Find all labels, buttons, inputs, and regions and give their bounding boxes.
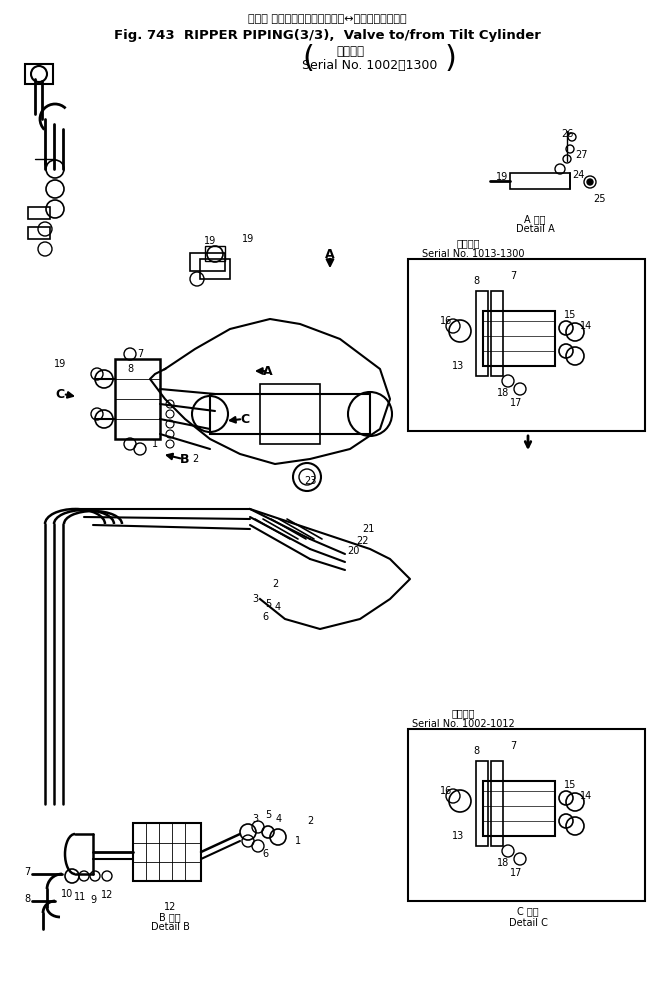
Text: 17: 17 [510, 868, 522, 878]
Text: B: B [180, 453, 190, 466]
Text: 適用号機: 適用号機 [336, 45, 364, 57]
Text: B 詳細: B 詳細 [159, 912, 181, 922]
Text: 27: 27 [576, 150, 588, 160]
Text: Fig. 743  RIPPER PIPING(3/3),  Valve to/from Tilt Cylinder: Fig. 743 RIPPER PIPING(3/3), Valve to/fr… [113, 29, 540, 42]
Text: 8: 8 [127, 364, 133, 374]
Text: 16: 16 [440, 786, 452, 796]
Bar [491, 761, 503, 846]
Text: Detail C: Detail C [508, 918, 548, 928]
Text: 9: 9 [90, 895, 96, 905]
Text: 3: 3 [252, 814, 258, 824]
Text: 12: 12 [101, 890, 113, 900]
Text: Detail B: Detail B [151, 922, 189, 932]
Text: 14: 14 [580, 321, 592, 331]
Text: 5: 5 [265, 599, 271, 609]
Text: 1: 1 [295, 836, 301, 846]
Text: 7: 7 [510, 271, 516, 281]
Text: 14: 14 [580, 791, 592, 801]
Text: 21: 21 [362, 524, 374, 534]
Text: 2: 2 [307, 816, 313, 826]
Text: A: A [263, 365, 273, 378]
Bar [491, 291, 503, 376]
Text: 26: 26 [561, 129, 573, 139]
Text: 24: 24 [572, 170, 584, 180]
Text: 15: 15 [564, 780, 576, 790]
Text: リッパ パイピング　　バルブ　↔　チルトシリンダ: リッパ パイピング バルブ ↔ チルトシリンダ [248, 14, 406, 24]
Text: 22: 22 [356, 536, 368, 546]
Text: 適用号機: 適用号機 [451, 708, 475, 718]
Bar [408, 259, 645, 431]
Bar [483, 311, 555, 366]
Bar [476, 291, 488, 376]
Text: 12: 12 [164, 902, 176, 912]
Text: A: A [325, 247, 335, 260]
Text: 2: 2 [272, 579, 278, 589]
Text: Serial No. 1013-1300: Serial No. 1013-1300 [422, 249, 524, 259]
Text: 4: 4 [275, 602, 281, 612]
Text: C: C [240, 412, 250, 425]
Text: Serial No. 1002～1300: Serial No. 1002～1300 [303, 58, 438, 71]
Text: 19: 19 [204, 236, 216, 246]
Text: 適用号機: 適用号機 [457, 238, 479, 248]
Text: 11: 11 [74, 892, 86, 902]
Text: 7: 7 [137, 349, 143, 359]
Text: 8: 8 [24, 894, 30, 904]
Bar [210, 394, 370, 434]
Text: 5: 5 [265, 810, 271, 820]
Text: 18: 18 [497, 388, 509, 398]
Text: (: ( [302, 44, 314, 72]
Text: 13: 13 [452, 361, 464, 371]
Text: Serial No. 1002-1012: Serial No. 1002-1012 [411, 719, 514, 729]
Text: C 詳細: C 詳細 [517, 906, 539, 916]
Bar [205, 246, 225, 261]
Text: 2: 2 [192, 454, 198, 464]
Bar [25, 64, 53, 84]
Text: 10: 10 [61, 889, 73, 899]
Text: 1: 1 [152, 439, 158, 449]
Bar [28, 207, 50, 219]
Bar [260, 384, 320, 444]
Bar [408, 729, 645, 901]
Text: 6: 6 [262, 849, 268, 859]
Text: 13: 13 [452, 831, 464, 841]
Text: 15: 15 [564, 310, 576, 320]
Bar [483, 781, 555, 836]
Bar [190, 253, 225, 271]
Text: 4: 4 [276, 814, 282, 824]
Text: 3: 3 [252, 594, 258, 604]
Bar [476, 761, 488, 846]
Text: 8: 8 [473, 746, 479, 756]
Text: 19: 19 [496, 172, 508, 182]
Text: ): ) [444, 44, 456, 72]
Text: 7: 7 [24, 867, 30, 877]
Text: 25: 25 [593, 194, 605, 204]
Text: 23: 23 [304, 476, 316, 486]
Text: A 詳細: A 詳細 [524, 214, 546, 224]
Text: Detail A: Detail A [515, 224, 554, 234]
Bar [115, 359, 160, 439]
Circle shape [587, 179, 593, 185]
Text: 19: 19 [54, 359, 66, 369]
Text: 7: 7 [510, 741, 516, 751]
Text: 20: 20 [346, 546, 359, 556]
Text: 17: 17 [510, 398, 522, 408]
Bar [200, 259, 230, 279]
Text: 6: 6 [262, 612, 268, 622]
Text: 16: 16 [440, 316, 452, 326]
Text: 8: 8 [473, 276, 479, 286]
Bar [28, 227, 50, 239]
Text: 19: 19 [242, 234, 254, 244]
Bar [133, 823, 201, 881]
Bar [510, 173, 570, 189]
Text: 18: 18 [497, 858, 509, 868]
Text: C: C [56, 388, 65, 401]
